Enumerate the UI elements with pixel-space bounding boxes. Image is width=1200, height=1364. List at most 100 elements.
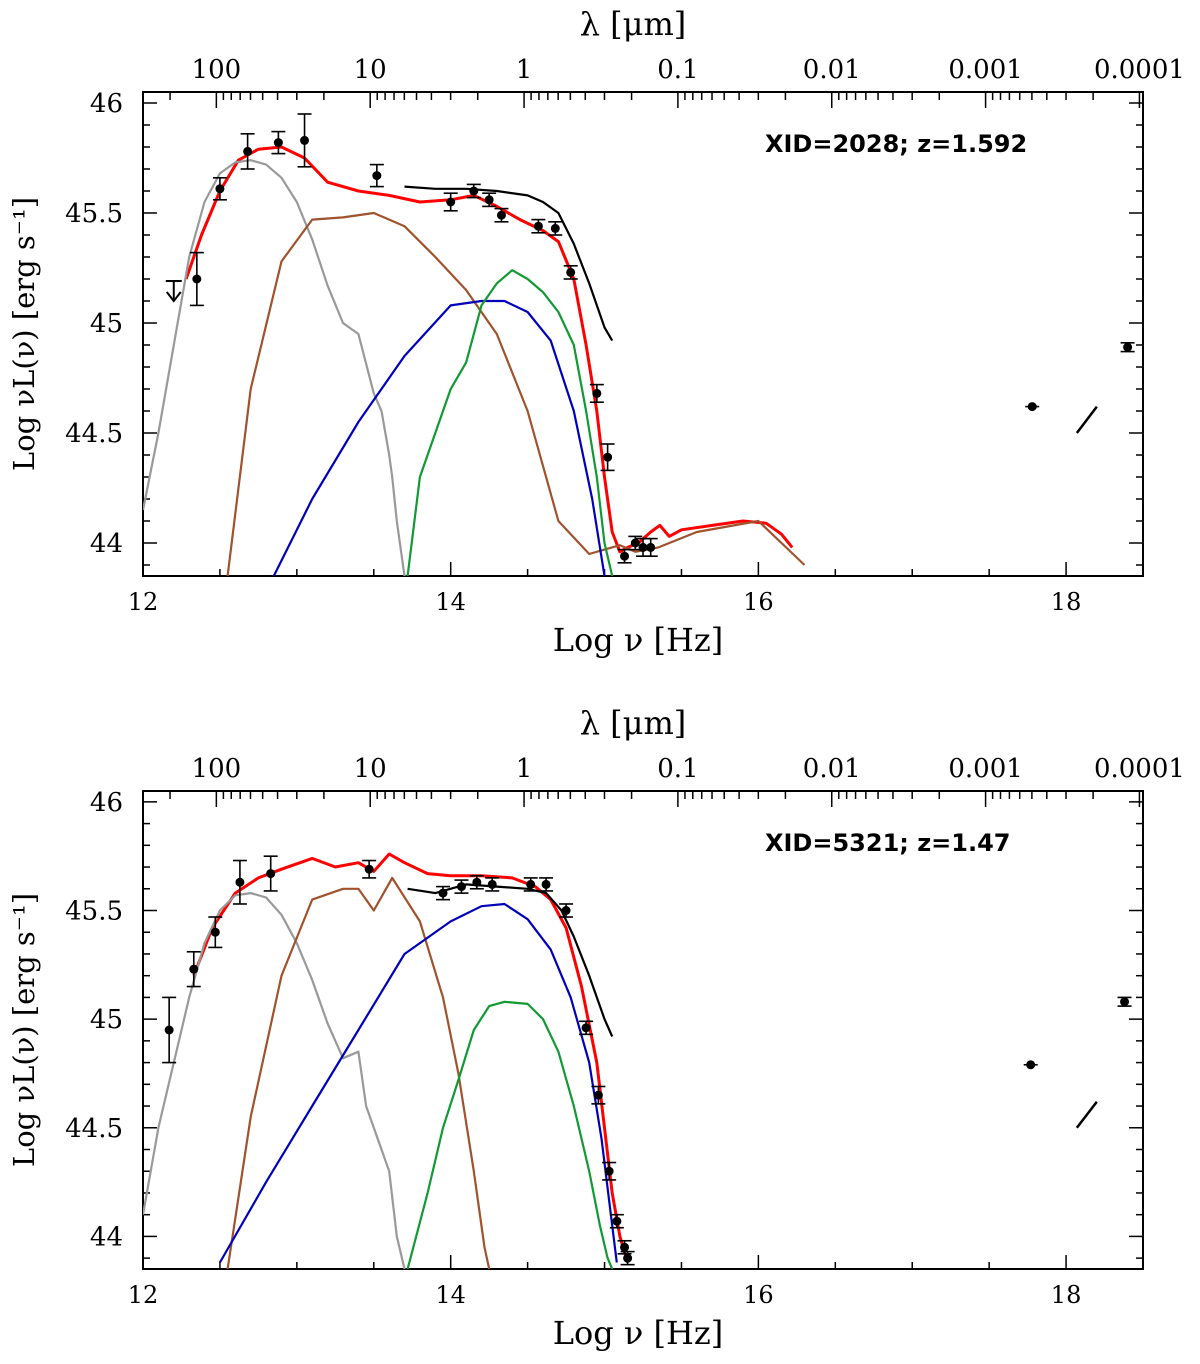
data-point [603, 452, 613, 462]
x-tick-label: 12 [128, 1281, 159, 1309]
data-point [266, 869, 276, 879]
source-annotation: XID=5321; z=1.47 [765, 829, 1011, 857]
model-curves [143, 145, 806, 576]
data-point [484, 195, 494, 205]
series-line-1 [404, 185, 614, 342]
data-point [210, 927, 220, 937]
data-point [472, 877, 482, 887]
plot-frame [142, 91, 1144, 577]
y-tick-label: 45.5 [65, 199, 123, 229]
data-point [550, 223, 560, 233]
y-axis-title: Log νL(ν) [erg s⁻¹] [7, 893, 41, 1167]
top-tick-label: 0.0001 [1094, 55, 1185, 85]
data-point [192, 274, 202, 284]
data-point [1027, 402, 1037, 412]
data-point [646, 542, 656, 552]
data-point [215, 184, 225, 194]
data-point [526, 879, 536, 889]
x-tick-label: 14 [435, 588, 466, 616]
y-axis-title: Log νL(ν) [erg s⁻¹] [7, 197, 41, 471]
x-tick-label: 12 [128, 588, 159, 616]
data-point [630, 538, 640, 548]
y-tick-label: 46 [90, 788, 123, 818]
series-line-5 [406, 1000, 614, 1269]
series-line-1 [407, 883, 614, 1037]
top-tick-label: 0.1 [657, 754, 698, 784]
data-point [1123, 342, 1133, 352]
data-point [456, 882, 466, 892]
xray-slope [1075, 405, 1098, 434]
x-tick-label: 18 [1051, 1281, 1082, 1309]
data-point [164, 1025, 174, 1035]
series-line-5 [406, 269, 614, 576]
data-point [1120, 997, 1130, 1007]
series-line-4 [272, 299, 606, 576]
top-tick-label: 1 [516, 55, 533, 85]
top-tick-label: 0.001 [948, 55, 1022, 85]
top-axis-title: λ [μm] [580, 5, 687, 43]
top-tick-label: 100 [192, 754, 242, 784]
top-tick-label: 0.001 [948, 754, 1022, 784]
data-point [1026, 1060, 1036, 1070]
y-tick-label: 44.5 [65, 419, 123, 449]
y-tick-label: 45 [90, 1005, 123, 1035]
top-tick-label: 0.1 [657, 55, 698, 85]
top-axis-title: λ [μm] [580, 704, 687, 742]
data-point [496, 210, 506, 220]
data-point [235, 877, 245, 887]
x-tick-label: 16 [743, 588, 774, 616]
x-tick-label: 14 [435, 1281, 466, 1309]
top-tick-label: 10 [354, 754, 387, 784]
data-point [592, 388, 602, 398]
series-line-0 [192, 852, 630, 1263]
top-tick-label: 1 [516, 754, 533, 784]
y-tick-label: 45.5 [65, 897, 123, 927]
y-tick-label: 44 [90, 1222, 123, 1252]
data-point [638, 542, 648, 552]
x-tick-label: 16 [743, 1281, 774, 1309]
data-point [566, 267, 576, 277]
x-tick-label: 18 [1051, 588, 1082, 616]
data-point [300, 135, 310, 145]
xray-slope [1075, 1100, 1098, 1129]
top-tick-label: 0.01 [803, 55, 861, 85]
data-point [623, 1253, 633, 1263]
x-axis-title: Log ν [Hz] [553, 1314, 724, 1352]
source-annotation: XID=2028; z=1.592 [765, 130, 1027, 158]
series-line-0 [184, 145, 794, 554]
series-line-2 [143, 159, 406, 576]
top-tick-label: 100 [192, 55, 242, 85]
data-point [273, 138, 283, 148]
series-line-3 [226, 876, 491, 1269]
data-point [612, 1216, 622, 1226]
data-point [487, 879, 497, 889]
y-tick-label: 44 [90, 529, 123, 559]
data-point [620, 551, 630, 561]
data-point [604, 1166, 614, 1176]
data-point [446, 197, 456, 207]
data-point [533, 221, 543, 231]
data-point [189, 964, 199, 974]
chart-panel-1: 12 14 16 18 44 44.5 45 45.5 46 100 10 1 0.1 0.01 0.001… [7, 5, 1185, 659]
series-line-3 [226, 211, 806, 576]
top-tick-label: 10 [354, 55, 387, 85]
upper-limit-arrow [165, 291, 182, 303]
top-tick-label: 0.0001 [1094, 754, 1185, 784]
chart-panel-2: 12 14 16 18 44 44.5 45 45.5 46 100 10 1 0.1 0.01 0.001… [7, 704, 1185, 1352]
y-tick-label: 46 [90, 89, 123, 119]
data-point [364, 864, 374, 874]
data-point [541, 879, 551, 889]
data-point [581, 1023, 591, 1033]
data-point [469, 186, 479, 196]
plot-frame [142, 790, 1144, 1270]
x-axis-title: Log ν [Hz] [553, 621, 724, 659]
data-point [620, 1242, 630, 1252]
top-tick-label: 0.01 [803, 754, 861, 784]
data-point [438, 888, 448, 898]
data-point [561, 906, 571, 915]
y-tick-label: 44.5 [65, 1114, 123, 1144]
series-line-4 [218, 902, 618, 1264]
data-point [593, 1090, 603, 1100]
